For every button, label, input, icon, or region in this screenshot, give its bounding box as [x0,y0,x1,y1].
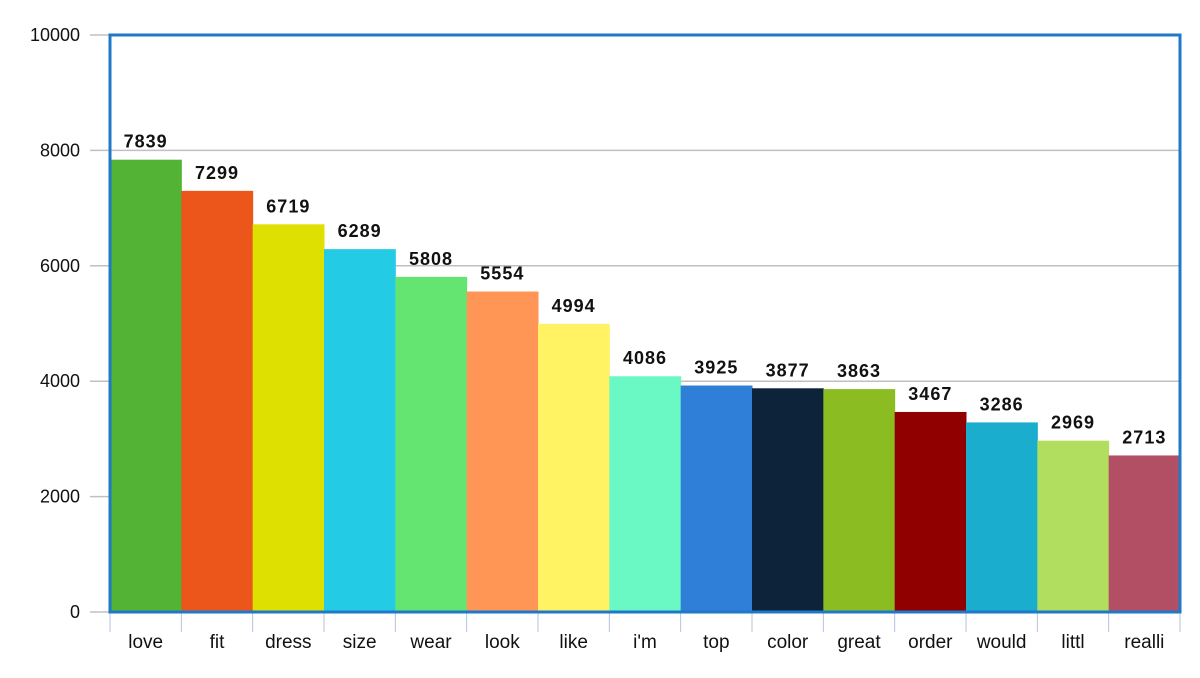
bar-size [324,249,396,612]
data-label: 3467 [908,384,952,404]
bar-would [966,422,1038,612]
data-label: 5554 [480,264,524,284]
data-label: 6289 [338,221,382,241]
y-tick-label: 0 [70,602,80,622]
data-label: 2969 [1051,413,1095,433]
y-tick-label: 4000 [40,371,80,391]
bars [110,159,1181,612]
bar-wear [395,276,468,612]
data-label: 3877 [766,360,810,380]
y-axis: 0 2000 4000 6000 8000 10000 [30,25,80,622]
x-tick-label: littl [1061,632,1084,653]
plot-border [108,33,1182,614]
x-tick-label: like [559,632,588,653]
bar-order [894,411,967,612]
x-tick-label: fit [210,632,226,653]
bar-look [466,291,539,612]
data-label: 6719 [266,196,310,216]
bar-color [752,388,824,612]
data-label: 5808 [409,249,453,269]
bar-like [538,323,610,612]
x-tick-label: would [976,632,1027,653]
bar-im [609,376,682,612]
x-tick-label: love [128,632,163,653]
data-label: 3925 [694,358,738,378]
x-tick-label: size [343,632,377,653]
x-tick-label: look [485,632,520,653]
data-label: 7299 [195,163,239,183]
data-label: 3863 [837,361,881,381]
x-tick-label: wear [409,632,452,653]
y-tick-label: 10000 [30,25,80,45]
y-tick-label: 6000 [40,256,80,276]
data-label: 3286 [980,394,1024,414]
y-tick-label: 8000 [40,140,80,160]
bar-littl [1037,440,1110,612]
data-label: 7839 [124,132,168,152]
data-label: 4994 [552,296,596,316]
bar-great [823,389,896,612]
bar-love [110,159,182,612]
data-label: 2713 [1122,427,1166,447]
x-tick-label: top [703,632,729,653]
data-labels: 7839 7299 6719 6289 5808 5554 4994 4086 3925 3877… [124,132,1166,448]
x-axis: love fit dress size wear look like i'm top color g… [108,611,1181,653]
x-tick-label: color [767,632,809,653]
x-tick-label: dress [265,632,311,653]
bar-realli [1108,455,1181,612]
x-tick-label: great [837,632,881,653]
y-tick-label: 2000 [40,487,80,507]
bar-fit [181,190,254,612]
data-label: 4086 [623,348,667,368]
x-tick-label: realli [1124,632,1164,653]
x-tick-label: order [908,632,953,653]
bar-top [680,385,753,612]
bar-dress [252,224,325,612]
x-tick-label: i'm [633,632,657,653]
